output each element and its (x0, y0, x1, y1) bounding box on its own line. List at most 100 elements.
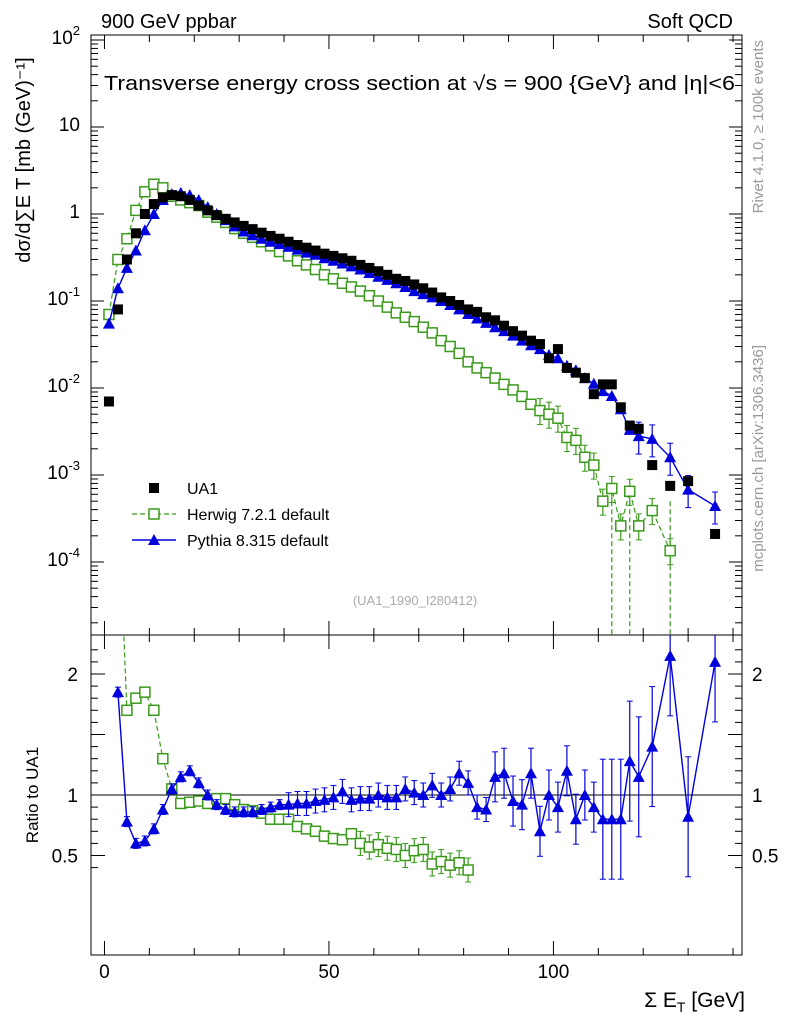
pythia-ratio-point (219, 803, 232, 815)
ua1-point (382, 269, 393, 280)
herwig-ratio-point (453, 857, 465, 869)
ua1-point (247, 224, 258, 235)
herwig-point (525, 398, 537, 411)
herwig-point (606, 482, 618, 495)
pythia-ratio-point (300, 797, 313, 809)
pythia-ratio-point (507, 795, 520, 807)
herwig-point (372, 295, 385, 307)
pythia-ratio-point (426, 779, 439, 791)
pythia-ratio-point (192, 776, 205, 788)
pythia-ratio-point (560, 764, 573, 776)
pythia-ratio-point (138, 834, 151, 846)
herwig-ratio-point (336, 834, 349, 846)
pythia-ratio-point (516, 798, 529, 810)
svg-text:Rivet 4.1.0, ≥ 100k events: Rivet 4.1.0, ≥ 100k events (750, 40, 767, 213)
pythia-ratio-point (363, 792, 376, 804)
pythia-point (605, 389, 618, 401)
herwig-point (462, 356, 474, 368)
pythia-ratio-line (117, 655, 716, 845)
y-tick-label-main: 102 (52, 23, 80, 49)
herwig-point (570, 434, 582, 447)
ua1-point (481, 312, 492, 323)
herwig-point (139, 186, 151, 198)
pythia-point (709, 500, 722, 512)
herwig-ratio-point (157, 752, 169, 765)
y-tick-label-main: 1 (69, 202, 80, 223)
y-tick-label-main: 10-2 (47, 371, 80, 397)
pythia-point (471, 312, 484, 324)
pythia-ratio-point (381, 791, 394, 803)
pythia-ratio-point (435, 789, 448, 800)
pythia-point (587, 377, 600, 389)
pythia-ratio-point (345, 793, 358, 805)
ratio-y-tick-label-right: 1 (752, 786, 763, 807)
pythia-ratio-point (664, 649, 677, 661)
legend-label: Pythia 8.315 default (187, 533, 329, 550)
ratio-y-tick-label: 2 (67, 665, 78, 686)
herwig-ratio-point (417, 843, 429, 856)
ua1-point (364, 262, 375, 273)
ua1-point (112, 304, 123, 315)
herwig-point (121, 232, 133, 245)
ua1-point (346, 255, 357, 266)
pythia-point (147, 208, 160, 219)
pythia-ratio-point (682, 810, 695, 822)
ua1-point (139, 209, 150, 219)
herwig-point (552, 412, 564, 424)
pythia-ratio-point (408, 786, 421, 798)
ua1-point (427, 287, 438, 298)
main-plot-marks (102, 178, 722, 635)
pythia-ratio-point (623, 755, 636, 767)
ua1-point (508, 326, 519, 337)
pythia-point (408, 285, 421, 297)
pythia-ratio-point (632, 770, 645, 782)
ratio-axis-ticks (91, 635, 742, 955)
ua1-point (400, 275, 411, 286)
pythia-ratio-point (533, 825, 546, 837)
ua1-point (220, 213, 231, 224)
herwig-point (381, 301, 394, 313)
y-tick-label-main: 10-4 (47, 545, 80, 571)
ua1-point (647, 460, 658, 471)
pythia-point (417, 288, 430, 300)
ua1-point (570, 367, 581, 378)
ua1-point (157, 192, 168, 203)
ua1-point (337, 253, 348, 264)
herwig-ratio-point (148, 704, 160, 717)
ua1-point (409, 279, 420, 290)
pythia-ratio-point (165, 782, 178, 794)
herwig-point (624, 485, 636, 498)
pythia-ratio-point (587, 801, 600, 813)
ua1-point (534, 339, 545, 350)
pythia-ratio-point (129, 837, 142, 849)
pythia-ratio-point (327, 791, 340, 803)
ua1-point (517, 330, 528, 341)
x-tick-label: 50 (318, 962, 339, 983)
ua1-point (552, 344, 563, 355)
herwig-point (632, 520, 645, 532)
pythia-ratio-point (282, 798, 295, 810)
ua1-point (633, 423, 644, 434)
ua1-point (103, 396, 114, 407)
herwig-point (130, 204, 142, 217)
ua1-point (130, 228, 141, 239)
pythia-ratio-point (309, 795, 322, 807)
pythia-ratio-point (444, 782, 457, 794)
ua1-point (274, 233, 285, 244)
y-tick-label-main: 10 (59, 115, 80, 136)
ratio-y-tick-labels: 0.5 0.5 1 1 2 2 (52, 665, 779, 868)
ua1-point (543, 353, 554, 364)
ua1-point (445, 296, 456, 306)
header-right-label: Soft QCD (647, 11, 733, 33)
ratio-y-tick-label: 0.5 (52, 847, 78, 868)
legend-label: UA1 (187, 481, 218, 498)
herwig-point (453, 347, 465, 360)
ua1-point (391, 273, 402, 284)
herwig-ratio-point (113, 488, 123, 498)
ua1-point (148, 199, 159, 210)
herwig-point (112, 253, 124, 266)
main-axis-ticks (91, 35, 742, 635)
ua1-point (328, 250, 339, 261)
ua1-point (615, 402, 626, 413)
